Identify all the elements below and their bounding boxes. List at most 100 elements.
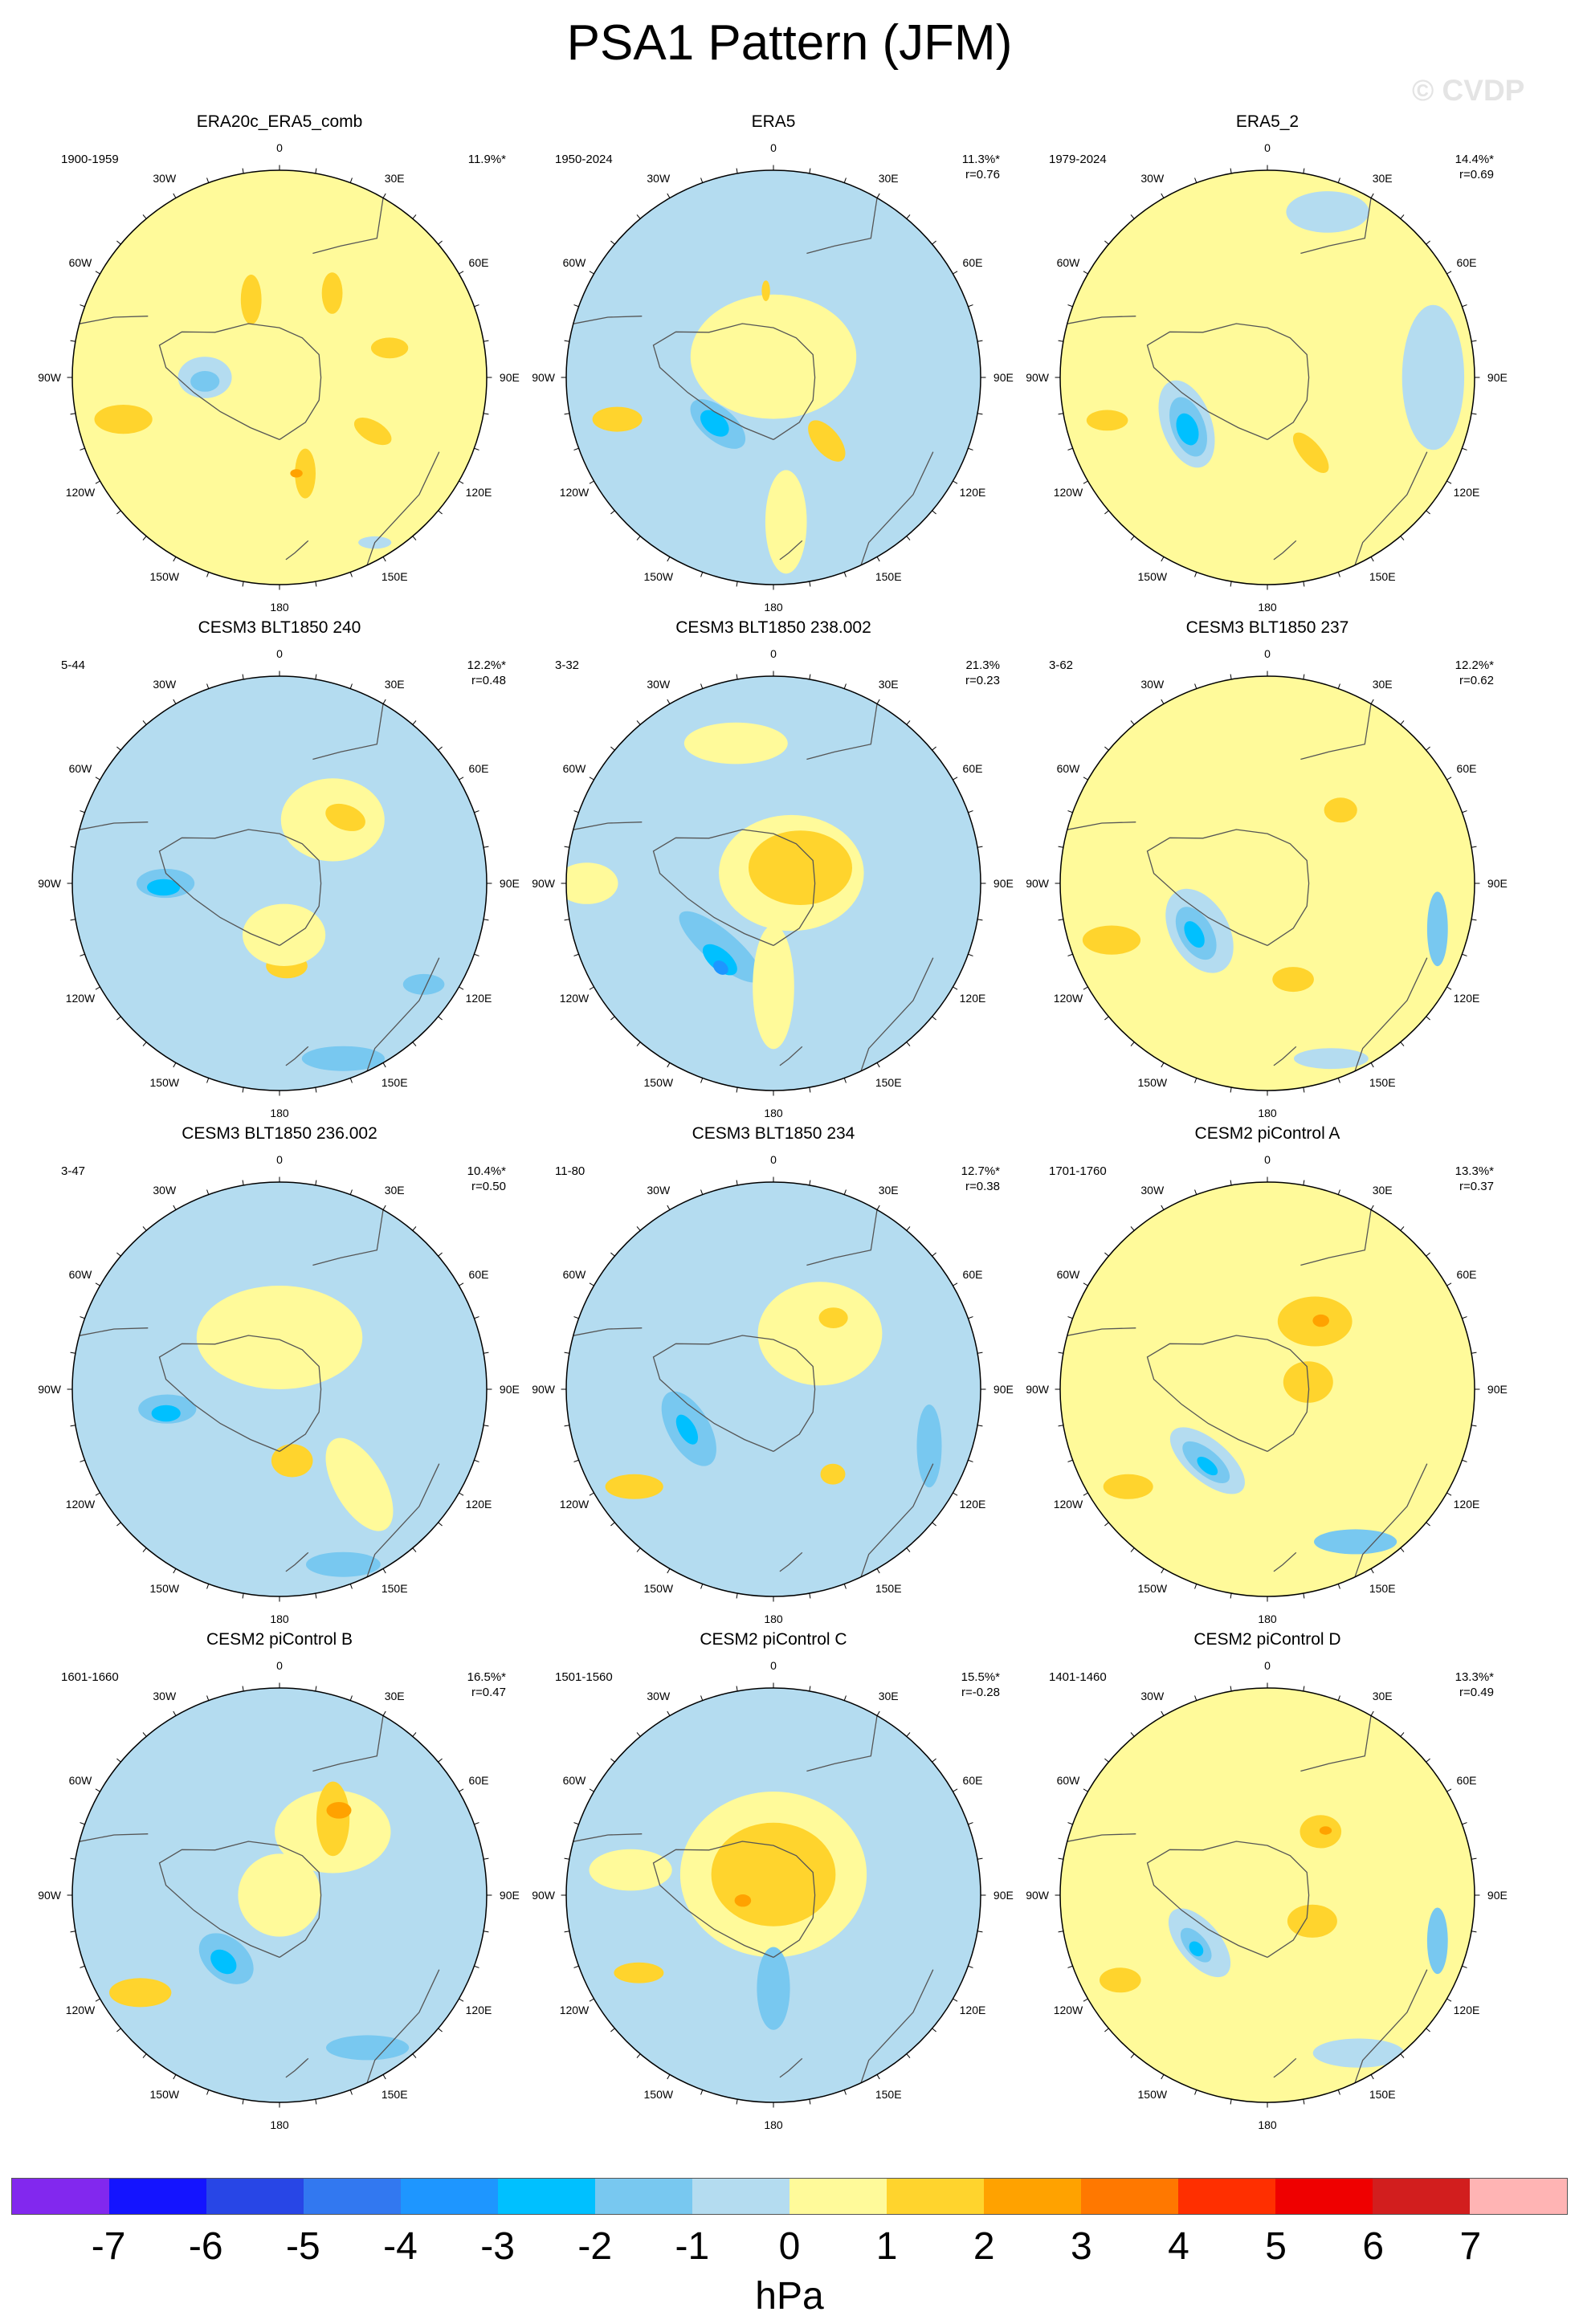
panel-correlation: r=0.50 [471, 1180, 506, 1193]
longitude-label: 30E [384, 677, 405, 691]
longitude-label: 60W [562, 761, 586, 775]
longitude-tick [80, 447, 85, 451]
longitude-tick [1194, 683, 1198, 689]
anomaly-region [592, 406, 643, 432]
longitude-tick [412, 2053, 417, 2058]
longitude-label: 150E [1369, 1076, 1396, 1089]
coastline-australia [860, 1969, 934, 2084]
anomaly-region [1100, 1967, 1141, 1993]
longitude-tick [906, 214, 911, 219]
map-panel: CESM2 piControl A 1701-1760 13.3%* r=0.37 0 3… [1018, 1124, 1516, 1625]
panel-variance-pct: 15.5%* [961, 1670, 1000, 1684]
panel-correlation: r=0.47 [471, 1686, 506, 1699]
longitude-tick [438, 1522, 443, 1527]
longitude-tick [1400, 1547, 1405, 1552]
longitude-label: 60E [468, 255, 489, 269]
longitude-tick [349, 177, 353, 183]
anomaly-region [1197, 1457, 1218, 1476]
coastline-antarctica [652, 1335, 816, 1453]
longitude-label: 120E [959, 992, 986, 1005]
map-background [72, 170, 487, 585]
longitude-label: 90W [532, 1383, 556, 1396]
longitude-tick [573, 1459, 579, 1462]
longitude-tick [876, 1205, 880, 1210]
longitude-label: 90E [499, 877, 520, 890]
longitude-tick [1058, 1857, 1064, 1860]
longitude-tick [349, 1695, 353, 1701]
longitude-label: 30W [647, 1183, 671, 1197]
anomaly-region [675, 1414, 699, 1445]
longitude-tick [142, 1547, 147, 1552]
anomaly-region [1189, 1941, 1204, 1957]
longitude-tick [1130, 536, 1135, 540]
polar-map [1055, 1682, 1480, 2108]
longitude-tick [906, 536, 911, 540]
longitude-label: 120E [959, 2004, 986, 2017]
longitude-tick [1400, 2053, 1405, 2058]
page-title: PSA1 Pattern (JFM) [566, 15, 1013, 71]
longitude-tick [1230, 581, 1232, 587]
longitude-tick [1400, 720, 1405, 725]
anomaly-region [1082, 925, 1141, 955]
longitude-tick [438, 240, 443, 245]
longitude-tick [968, 1822, 973, 1825]
anomaly-region [808, 420, 846, 462]
longitude-tick [1426, 746, 1430, 751]
longitude-label: 120E [1453, 1498, 1480, 1511]
longitude-tick [1337, 1695, 1340, 1701]
longitude-label: 120W [65, 1498, 96, 1511]
coastline-south-america [573, 316, 643, 324]
longitude-label: 120W [1053, 1498, 1083, 1511]
anomaly-region [589, 1849, 672, 1891]
panel-period: 1401-1460 [1049, 1670, 1107, 1684]
longitude-tick [1230, 1087, 1232, 1093]
longitude-tick [80, 1822, 85, 1825]
anomaly-region [306, 1551, 381, 1577]
longitude-tick [610, 746, 615, 751]
longitude-label: 180 [270, 601, 289, 614]
coastline-antarctica [652, 829, 816, 947]
longitude-label: 30E [878, 171, 899, 185]
longitude-tick [474, 304, 479, 308]
longitude-tick [736, 1592, 738, 1599]
longitude-tick [843, 177, 847, 183]
longitude-tick [1230, 168, 1232, 174]
colorbar-box [109, 2179, 206, 2214]
colorbar-label: 3 [1071, 2225, 1092, 2268]
panel-title: CESM3 BLT1850 236.002 [182, 1124, 377, 1143]
coastline-new-zealand [285, 540, 309, 561]
longitude-tick [906, 1226, 911, 1231]
longitude-tick [1337, 1189, 1340, 1195]
coastline-africa [806, 1209, 878, 1266]
longitude-tick [1462, 1822, 1467, 1825]
map-panel: ERA5_2 1979-2024 14.4%* r=0.69 0 30E 60E 90E 120… [1018, 112, 1516, 614]
coastline-antarctica [1146, 1335, 1310, 1453]
longitude-tick [573, 953, 579, 956]
longitude-tick [1370, 557, 1374, 562]
longitude-tick [474, 447, 479, 451]
longitude-tick [1058, 919, 1064, 921]
longitude-label: 120E [465, 2004, 492, 2017]
coastline-australia [366, 1969, 440, 2084]
longitude-label: 150E [1369, 2088, 1396, 2101]
panel-correlation: r=0.69 [1459, 168, 1494, 181]
longitude-tick [1462, 447, 1467, 451]
panel-correlation: r=0.38 [965, 1180, 1000, 1193]
longitude-label: 90W [532, 1889, 556, 1902]
coastline-new-zealand [1273, 1551, 1297, 1572]
longitude-label: 90W [38, 371, 62, 384]
longitude-tick [1194, 177, 1198, 183]
longitude-label: 90E [993, 1383, 1014, 1396]
longitude-label: 0 [1264, 141, 1271, 154]
panel-title: ERA5_2 [1235, 112, 1300, 131]
longitude-tick [1194, 1584, 1198, 1589]
longitude-tick [1104, 240, 1109, 245]
anomaly-region [892, 1838, 955, 1872]
longitude-label: 150W [149, 1582, 180, 1595]
longitude-tick [564, 340, 570, 342]
longitude-tick [1400, 1226, 1405, 1231]
longitude-tick [589, 271, 594, 275]
longitude-tick [382, 193, 386, 198]
longitude-tick [95, 1492, 100, 1496]
colorbar-label: -4 [383, 2225, 418, 2268]
